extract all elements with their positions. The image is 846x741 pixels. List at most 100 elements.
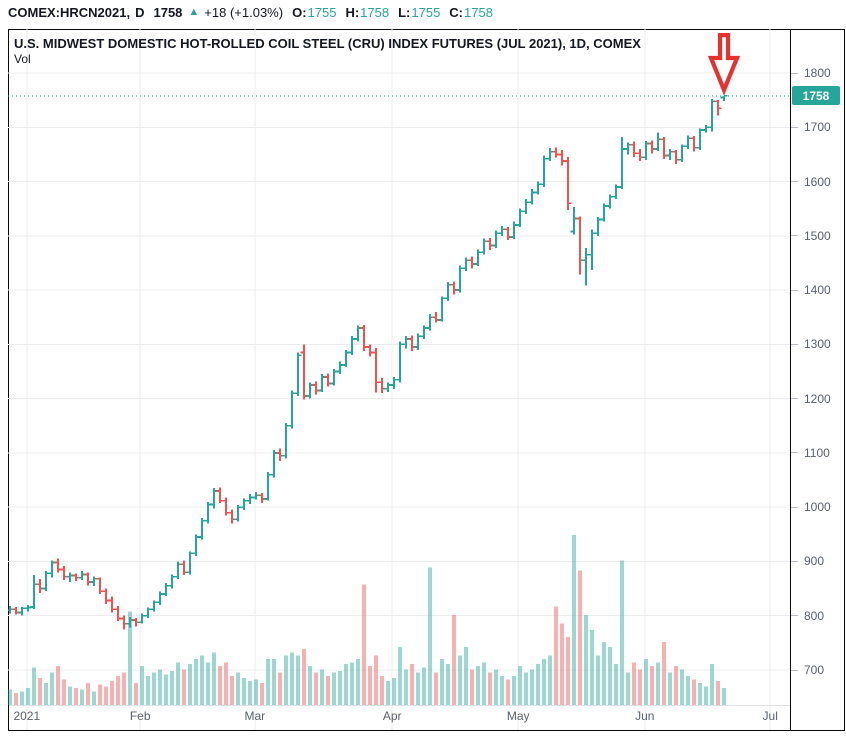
ohlc-bar-up [654, 132, 662, 152]
ohlc-bar-up [624, 142, 632, 155]
ohlc-bar-up [696, 128, 704, 151]
ohlc-bar-down [12, 607, 20, 615]
price-tick-label: 700 [804, 663, 825, 677]
ohlc-bar-up [210, 488, 218, 509]
volume-bar [38, 677, 42, 705]
volume-bar [176, 662, 180, 705]
volume-bar [356, 659, 360, 705]
volume-bar [362, 584, 366, 705]
volume-bar [626, 672, 630, 705]
price-tick-label: 1400 [804, 283, 831, 298]
ohlc-bar-up [162, 583, 170, 597]
volume-bar [314, 672, 318, 705]
ohlc-bar-down [636, 148, 644, 161]
ohlc-bar-down [660, 137, 668, 159]
ohlc-bar-down [408, 335, 416, 351]
volume-bar [338, 671, 342, 705]
ohlc-bar-up [570, 207, 578, 235]
volume-bar [416, 672, 420, 705]
high-value: 1758 [360, 4, 390, 20]
price-chart-pane[interactable] [8, 29, 790, 730]
time-tick-label: Jun [635, 709, 655, 723]
volume-bar [68, 686, 72, 705]
high-label: H: [345, 4, 360, 20]
ohlc-bar-up [720, 94, 728, 102]
price-tick-mark [791, 181, 798, 183]
volume-bar [374, 655, 378, 705]
ohlc-bar-up [498, 226, 506, 236]
chart-title-block: U.S. MIDWEST DOMESTIC HOT-ROLLED COIL ST… [14, 36, 641, 67]
price-tick: 1300 [791, 336, 831, 352]
volume-bar [284, 655, 288, 705]
ohlc-bar-up [420, 325, 428, 339]
volume-bar [224, 662, 228, 705]
price-tick-mark [791, 72, 798, 74]
volume-bar [464, 647, 468, 705]
volume-bar [488, 672, 492, 705]
ohlc-bar-up [426, 313, 434, 331]
ohlc-bar-down [72, 573, 80, 581]
price-axis-separator [790, 29, 791, 731]
price-tick: 1500 [791, 228, 831, 244]
price-tick: 1800 [791, 65, 831, 81]
ohlc-bar-up [90, 576, 98, 586]
volume-bar [536, 664, 540, 705]
price-tick-label: 1000 [804, 500, 831, 515]
price-tick-label: 1300 [804, 337, 831, 352]
ohlc-bar-up [396, 341, 404, 383]
time-axis-separator [9, 705, 790, 706]
volume-bar [494, 669, 498, 705]
ohlc-bar-up [600, 203, 608, 222]
ohlc-bar-up [666, 148, 674, 160]
ohlc-bar-up [582, 247, 590, 286]
price-axis[interactable]: 1800 1700 1600 1500 1400 1300 1200 1100 1000 900 8… [791, 29, 845, 731]
price-tick-label: 1700 [804, 120, 831, 135]
volume-bar [254, 679, 258, 705]
time-tick-label: Mar [244, 709, 266, 723]
volume-bar [722, 688, 726, 705]
ohlc-bar-up [18, 607, 26, 616]
volume-bar [200, 655, 204, 705]
open-value: 1755 [307, 4, 337, 20]
ohlc-bar-up [198, 518, 206, 540]
volume-bar [392, 677, 396, 705]
symbol-name: COMEX:HRCN2021, [8, 4, 131, 20]
price-tick: 1100 [791, 445, 830, 461]
ohlc-bar-up [456, 265, 464, 293]
ohlc-bar-up [516, 208, 524, 228]
price-tick: 1400 [791, 282, 831, 298]
volume-bar [398, 647, 402, 705]
ohlc-bar-up [126, 616, 134, 628]
close-label: C: [449, 4, 464, 20]
time-tick-label: Jul [762, 709, 778, 723]
volume-bar [260, 682, 264, 705]
ohlc-bar-up [540, 155, 548, 187]
time-tick-label: May [506, 709, 530, 723]
ohlc-bar-up [684, 135, 692, 149]
volume-bar [344, 664, 348, 705]
ohlc-bar-up [702, 125, 710, 133]
ohlc-bar-up [174, 561, 182, 579]
price-tick: 900 [791, 553, 824, 569]
volume-bar [662, 642, 666, 705]
ohlc-bar-up [336, 361, 344, 375]
time-tick-label: Feb [129, 709, 151, 723]
low-label: L: [398, 4, 411, 20]
ohlc-bar-up [348, 336, 356, 356]
ohlc-bar-down [222, 497, 230, 516]
volume-bar [572, 535, 576, 705]
ohlc-bar-up [252, 491, 260, 500]
ohlc-bar-up [594, 216, 602, 236]
ohlc-bar-down [54, 558, 62, 573]
volume-bar [290, 652, 294, 705]
volume-bar [92, 691, 96, 705]
ohlc-bar-down [450, 281, 458, 295]
volume-bar [596, 655, 600, 705]
volume-bar [674, 665, 678, 705]
volume-bar [632, 662, 636, 705]
ohlc-bar-up [240, 498, 248, 510]
volume-bar [452, 614, 456, 705]
ohlc-bar-down [312, 381, 320, 395]
time-axis[interactable]: 2021 Feb Mar Apr May Jun Jul [8, 706, 790, 730]
ohlc-bar-down [372, 348, 380, 393]
